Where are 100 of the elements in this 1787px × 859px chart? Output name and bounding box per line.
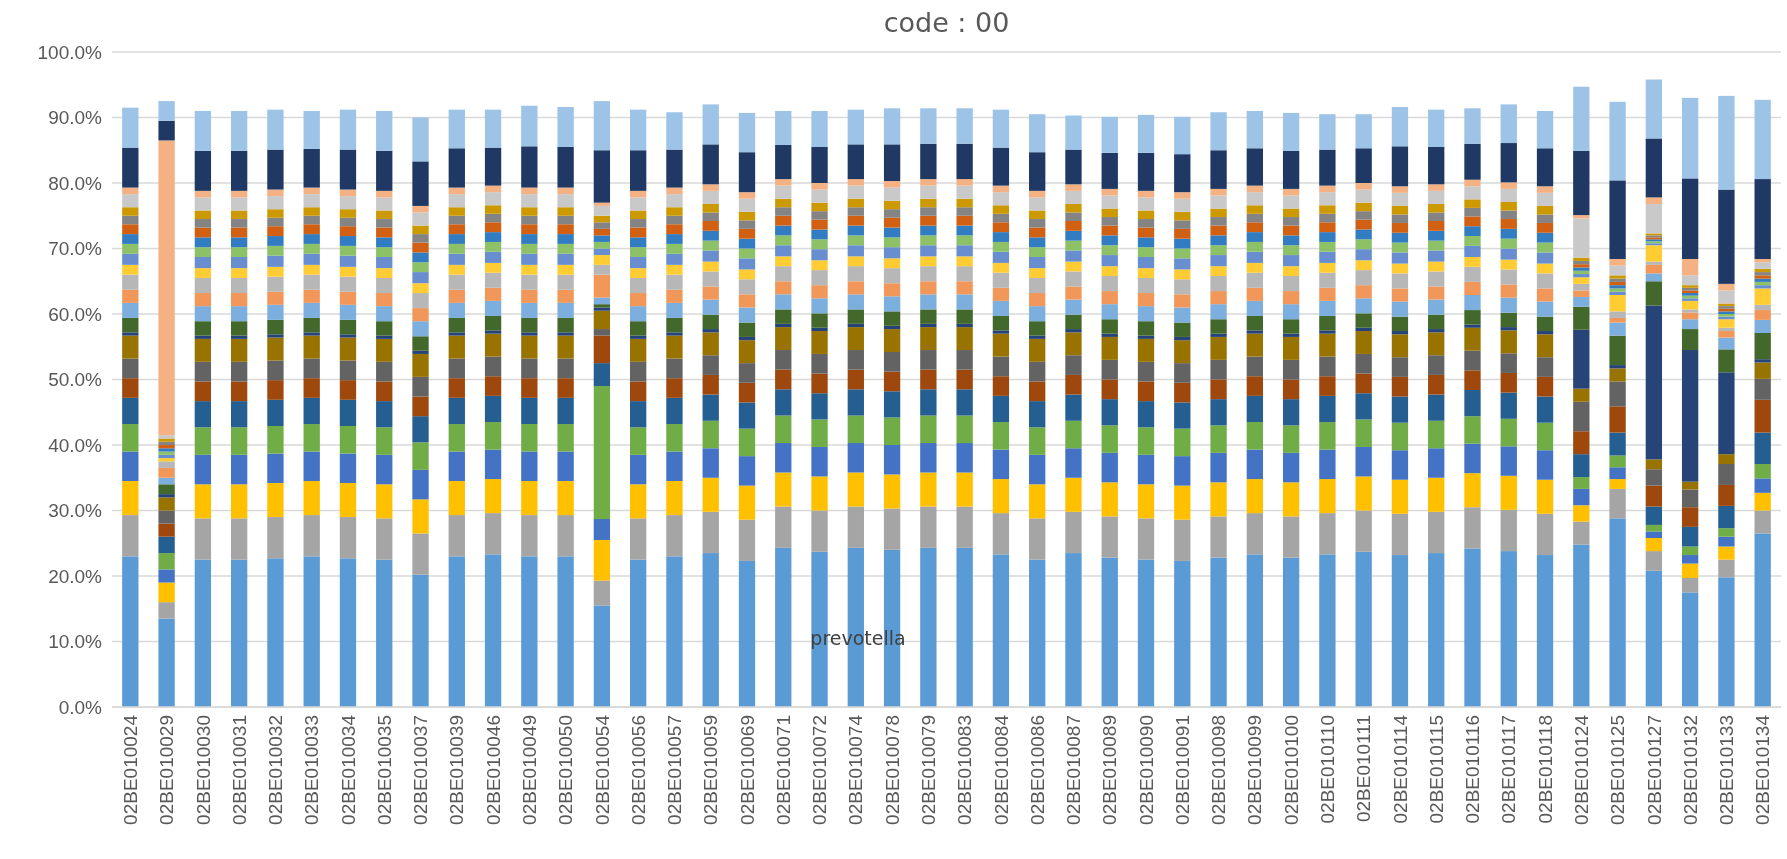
- bar: [1718, 528, 1735, 537]
- bar: [811, 327, 828, 332]
- bar: [1464, 350, 1481, 371]
- bar: [267, 337, 284, 361]
- bar: [267, 149, 284, 190]
- bar: [412, 574, 429, 707]
- bar: [630, 559, 647, 707]
- bar: [521, 274, 538, 290]
- bar: [1681, 300, 1699, 310]
- bar: [1065, 299, 1082, 315]
- bar: [1754, 258, 1771, 263]
- bar: [230, 110, 248, 151]
- x-tick-label: 02BE010050: [555, 715, 577, 825]
- bar: [1573, 505, 1590, 522]
- bar: [992, 513, 1010, 555]
- bar: [122, 234, 139, 244]
- bar: [1573, 290, 1590, 297]
- bar: [883, 311, 901, 326]
- bar: [920, 245, 937, 257]
- bar: [775, 179, 792, 186]
- bar: [1210, 359, 1227, 380]
- bar: [1355, 260, 1372, 271]
- bar: [811, 476, 828, 511]
- bar: [339, 558, 357, 707]
- bar: [557, 264, 574, 275]
- bar: [303, 317, 320, 333]
- bar: [376, 268, 393, 278]
- bar: [1137, 257, 1155, 269]
- bar: [630, 335, 647, 339]
- bar: [920, 327, 937, 351]
- bar: [1319, 330, 1336, 334]
- bar: [956, 327, 973, 351]
- bar: [158, 618, 175, 707]
- bar: [1464, 199, 1481, 208]
- bar: [920, 207, 937, 216]
- bar: [1536, 232, 1554, 243]
- bar: [557, 207, 574, 216]
- bar: [122, 194, 139, 208]
- bar: [1101, 452, 1118, 483]
- bar: [1246, 110, 1263, 149]
- bar: [1645, 459, 1663, 470]
- bar: [1246, 222, 1263, 233]
- bar: [775, 472, 792, 507]
- bar: [883, 247, 901, 259]
- bar: [158, 553, 175, 570]
- bar: [448, 224, 465, 235]
- bar: [1391, 513, 1409, 556]
- bar: [1645, 273, 1663, 282]
- bar: [1210, 255, 1227, 267]
- bar: [1464, 295, 1481, 311]
- bar: [1718, 95, 1735, 190]
- bar: [122, 243, 139, 254]
- bar: [1681, 97, 1699, 179]
- bar: [557, 253, 574, 265]
- x-tick-label: 02BE010059: [700, 715, 722, 825]
- bar: [521, 187, 538, 195]
- bar: [883, 217, 901, 228]
- bar: [775, 215, 792, 226]
- bar: [484, 251, 502, 263]
- bar: [557, 335, 574, 359]
- x-tick-label: 02BE010087: [1063, 715, 1085, 825]
- bar: [630, 381, 647, 402]
- x-tick-label: 02BE010115: [1425, 715, 1447, 824]
- bar: [1174, 269, 1191, 280]
- bar: [267, 319, 284, 335]
- bar: [1464, 143, 1481, 180]
- bar: [1573, 477, 1590, 489]
- bar: [158, 467, 175, 478]
- bar: [1391, 214, 1409, 223]
- bar: [557, 194, 574, 208]
- bar: [1065, 511, 1082, 554]
- bar: [956, 179, 973, 186]
- bar: [1246, 241, 1263, 252]
- x-tick-label: 02BE010039: [446, 715, 468, 825]
- bar: [1355, 327, 1372, 332]
- bar: [593, 150, 611, 203]
- bar: [1246, 262, 1263, 273]
- bar: [1065, 271, 1082, 287]
- bar: [1137, 306, 1155, 322]
- bar: [1609, 291, 1626, 296]
- bar: [1065, 230, 1082, 241]
- bar: [1101, 116, 1118, 153]
- bar: [339, 226, 357, 237]
- bar: [412, 272, 429, 284]
- bar: [448, 515, 465, 557]
- bar: [1428, 355, 1445, 375]
- bar: [847, 266, 864, 282]
- bar: [847, 389, 864, 416]
- bar: [1101, 359, 1118, 380]
- bar: [448, 187, 465, 195]
- bar: [1282, 208, 1300, 218]
- bar: [992, 449, 1010, 480]
- bar: [1681, 319, 1699, 330]
- bar: [557, 146, 574, 188]
- bar: [593, 274, 611, 298]
- bar: [557, 302, 574, 318]
- bar: [630, 293, 647, 307]
- bar: [448, 556, 465, 707]
- bar: [521, 378, 538, 398]
- bar: [1282, 482, 1300, 517]
